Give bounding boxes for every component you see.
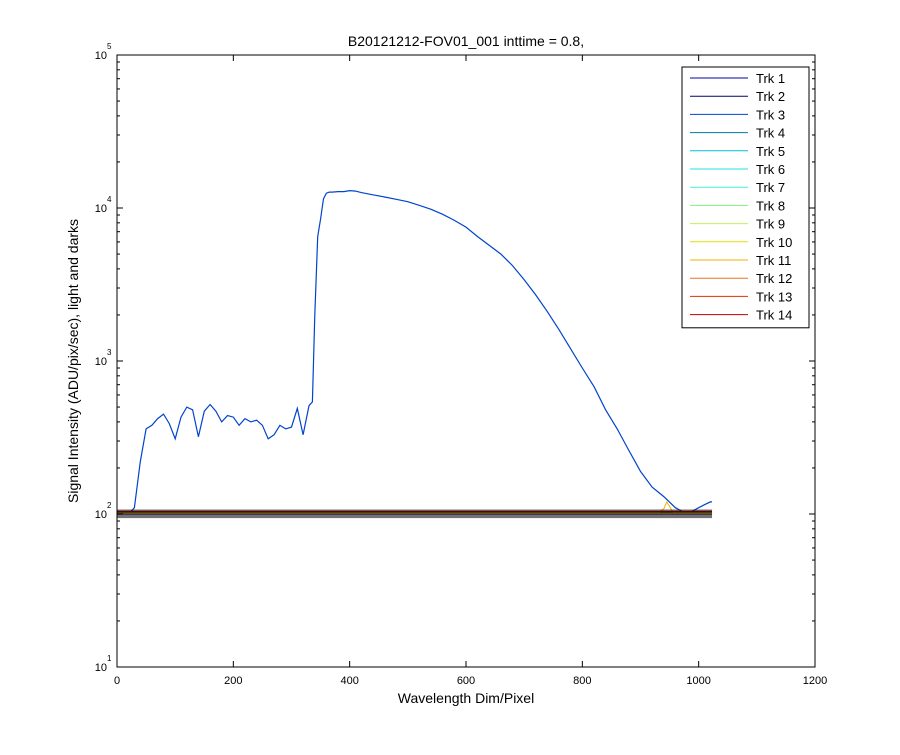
legend-label: Trk 4 xyxy=(756,126,785,141)
legend-label: Trk 9 xyxy=(756,217,785,232)
x-tick-label: 1000 xyxy=(686,675,710,687)
x-tick-label: 400 xyxy=(340,675,358,687)
y-tick-label: 10 xyxy=(95,662,107,674)
legend-label: Trk 7 xyxy=(756,180,785,195)
legend-box xyxy=(681,66,810,329)
y-tick-exponent: 5 xyxy=(107,42,112,51)
y-tick-exponent: 4 xyxy=(107,195,112,204)
legend-label: Trk 5 xyxy=(756,144,785,159)
x-tick-label: 1200 xyxy=(803,675,827,687)
y-tick-label: 10 xyxy=(95,50,107,62)
legend-label: Trk 2 xyxy=(756,89,785,104)
legend: Trk 1 Trk 2 Trk 3 Trk 4 Trk 5 Trk 6 Trk 7 Trk 8… xyxy=(681,66,810,329)
legend-label: Trk 1 xyxy=(756,71,785,86)
legend-label: Trk 12 xyxy=(756,271,792,286)
legend-label: Trk 3 xyxy=(756,107,785,122)
x-tick-label: 800 xyxy=(573,675,591,687)
legend-label: Trk 10 xyxy=(756,235,792,250)
y-tick-exponent: 1 xyxy=(107,654,112,663)
y-tick-label: 10 xyxy=(95,203,107,215)
x-tick-label: 200 xyxy=(224,675,242,687)
dark-noise-band xyxy=(117,509,713,519)
y-tick-exponent: 3 xyxy=(107,348,112,357)
y-tick-label: 10 xyxy=(95,509,107,521)
legend-label: Trk 14 xyxy=(756,308,792,323)
y-tick-label: 10 xyxy=(95,356,107,368)
y-axis-label: Signal Intensity (ADU/pix/sec), light an… xyxy=(65,219,81,503)
x-tick-label: 0 xyxy=(114,675,120,687)
x-tick-label: 600 xyxy=(457,675,475,687)
x-axis-label: Wavelength Dim/Pixel xyxy=(398,690,534,706)
chart-title: B20121212-FOV01_001 inttime = 0.8, xyxy=(348,33,584,49)
series-layer xyxy=(117,189,713,519)
y-tick-exponent: 2 xyxy=(107,501,112,510)
legend-label: Trk 6 xyxy=(756,162,785,177)
legend-label: Trk 13 xyxy=(756,289,792,304)
legend-label: Trk 11 xyxy=(756,253,791,268)
series-line-3 xyxy=(117,189,712,515)
legend-label: Trk 8 xyxy=(756,198,785,213)
